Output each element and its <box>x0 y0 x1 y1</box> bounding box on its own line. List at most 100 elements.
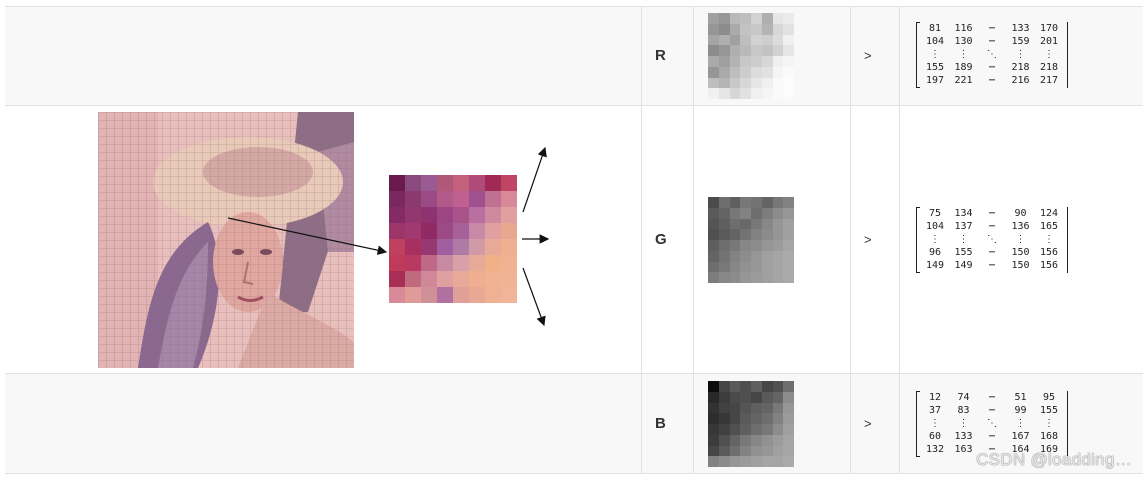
matrix-cell: ⋱ <box>987 234 997 245</box>
channel-pixel <box>729 66 741 78</box>
channel-pixel <box>761 56 773 67</box>
channel-pixel <box>783 391 794 403</box>
channel-pixel <box>772 261 784 273</box>
channel-pixel <box>783 272 794 283</box>
patch-pixel <box>453 255 469 271</box>
patch-pixel <box>469 223 485 239</box>
channel-pixel <box>729 391 741 403</box>
matrix-cell: 155 <box>954 247 973 258</box>
channel-pixel <box>740 218 751 230</box>
channel-pixel <box>708 13 719 24</box>
matrix-cell: 149 <box>925 260 945 271</box>
channel-pixel <box>718 23 730 35</box>
channel-pixel <box>740 207 751 219</box>
matrix-b: 12 74 ⋯ 51 95 37 83 ⋯ 99 155 ⋮ ⋮ ⋱ ⋮ ⋮ 60 133 ⋯ 167 168 132 1… <box>916 391 1068 457</box>
matrix-cell: ⋮ <box>1044 49 1054 60</box>
channel-pixel <box>772 402 784 414</box>
channel-pixel <box>740 445 751 457</box>
channel-pixel <box>740 381 751 392</box>
channel-pixel <box>708 250 719 262</box>
channel-pixel <box>751 88 762 99</box>
arrow-g: > <box>864 232 872 247</box>
matrix-row: 37 83 ⋯ 99 155 <box>921 404 1063 417</box>
channel-pixel <box>718 240 730 251</box>
matrix-g: 75 134 ⋯ 90 124 104 137 ⋯ 136 165 ⋮ ⋮ ⋱ ⋮ ⋮ 96 155 ⋯ 150 15… <box>916 207 1068 273</box>
patch-pixel <box>485 239 501 255</box>
channel-pixel <box>772 381 784 392</box>
channel-pixel <box>783 240 794 251</box>
channel-pixel <box>761 240 773 251</box>
channel-pixel <box>761 391 773 403</box>
channel-pixel <box>751 197 762 208</box>
channel-pixel <box>708 413 719 424</box>
matrix-row: ⋮ ⋮ ⋱ ⋮ ⋮ <box>921 48 1063 61</box>
matrix-cell: ⋮ <box>958 49 969 60</box>
channel-pixel <box>783 197 794 208</box>
channel-pixel <box>783 88 794 99</box>
channel-pixel <box>751 391 762 403</box>
patch-pixel <box>421 287 437 303</box>
matrix-cell: 95 <box>1042 392 1056 403</box>
channel-pixel <box>740 240 751 251</box>
channel-pixel <box>708 391 719 403</box>
channel-pixel <box>729 424 741 435</box>
matrix-cell: 201 <box>1039 36 1059 47</box>
channel-pixels-r <box>708 13 794 99</box>
split-arrow-b <box>522 267 546 327</box>
patch-pixel <box>485 271 501 287</box>
channel-pixel <box>708 424 719 435</box>
patch-pixel <box>485 175 501 191</box>
channel-pixel <box>718 77 730 89</box>
channel-pixel <box>772 56 784 67</box>
channel-pixel <box>729 261 741 273</box>
channel-pixel <box>751 66 762 78</box>
channel-pixel <box>718 381 730 392</box>
column-divider <box>850 6 851 474</box>
patch-pixel <box>405 175 421 191</box>
patch-pixel <box>437 175 453 191</box>
channel-pixel <box>729 456 741 467</box>
patch-pixel <box>469 271 485 287</box>
channel-pixel <box>718 261 730 273</box>
matrix-cell: 218 <box>1039 62 1059 73</box>
channel-pixel <box>740 402 751 414</box>
channel-pixel <box>772 66 784 78</box>
channel-pixel <box>718 272 730 283</box>
channel-pixel <box>772 229 784 240</box>
matrix-cell: 156 <box>1039 247 1059 258</box>
channel-pixel <box>783 13 794 24</box>
patch-pixel <box>453 175 469 191</box>
patch-pixel <box>437 223 453 239</box>
matrix-cell: 159 <box>1011 36 1030 47</box>
matrix-cell: 149 <box>954 260 973 271</box>
patch-pixel <box>469 255 485 271</box>
patch-pixel <box>501 271 517 287</box>
patch-pixel <box>421 207 437 223</box>
channel-pixel <box>761 88 773 99</box>
matrix-cell: 150 <box>1011 260 1030 271</box>
patch-pixel <box>501 207 517 223</box>
patch-pixel <box>469 239 485 255</box>
matrix-cell: ⋮ <box>930 418 940 429</box>
row-r <box>5 6 1143 106</box>
patch-pixel <box>389 207 405 223</box>
channel-pixel <box>772 391 784 403</box>
column-divider <box>693 6 694 474</box>
patch-pixel <box>501 191 517 207</box>
channel-pixel <box>761 424 773 435</box>
matrix-cell: ⋯ <box>988 36 996 47</box>
channel-pixel <box>761 66 773 78</box>
matrix-row: 81 116 ⋯ 133 170 <box>921 22 1063 35</box>
channel-pixel <box>729 88 741 99</box>
patch-pixel <box>485 223 501 239</box>
channel-pixel <box>708 229 719 240</box>
patch-pixel <box>405 191 421 207</box>
matrix-cell: ⋯ <box>988 260 996 271</box>
patch-pixel <box>421 175 437 191</box>
channel-pixel <box>729 197 741 208</box>
channel-pixel <box>718 207 730 219</box>
channel-pixel <box>761 23 773 35</box>
matrix-row: 104 137 ⋯ 136 165 <box>921 220 1063 233</box>
matrix-row: 155 189 ⋯ 218 218 <box>921 61 1063 74</box>
photo-image <box>98 112 354 368</box>
